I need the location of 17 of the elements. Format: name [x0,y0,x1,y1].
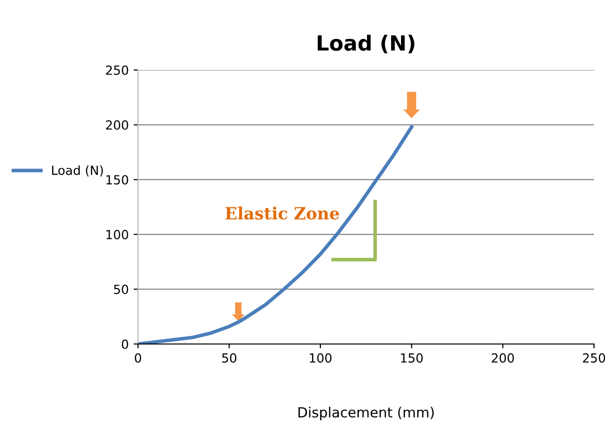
y-tick-label: 50 [114,284,128,294]
x-tick-label: 0 [134,353,142,363]
y-tick-label: 0 [122,339,128,349]
x-tick-label: 100 [310,353,332,363]
line-series [138,125,414,344]
y-tick-label: 100 [106,230,128,240]
legend-label: Load (N) [52,165,103,176]
x-tick-label: 150 [401,353,423,363]
x-tick-label: 200 [492,353,514,363]
chart-title: Load (N) [318,34,414,54]
annotation: Elastic Zone [225,206,340,220]
y-tick-label: 200 [106,120,128,130]
x-tick-label: 50 [222,353,236,363]
y-tick-label: 150 [106,175,128,185]
x-tick-label: 250 [582,353,606,363]
y-tick-label: 250 [106,65,128,75]
x-axis-title: Displacement (mm) [298,406,434,420]
